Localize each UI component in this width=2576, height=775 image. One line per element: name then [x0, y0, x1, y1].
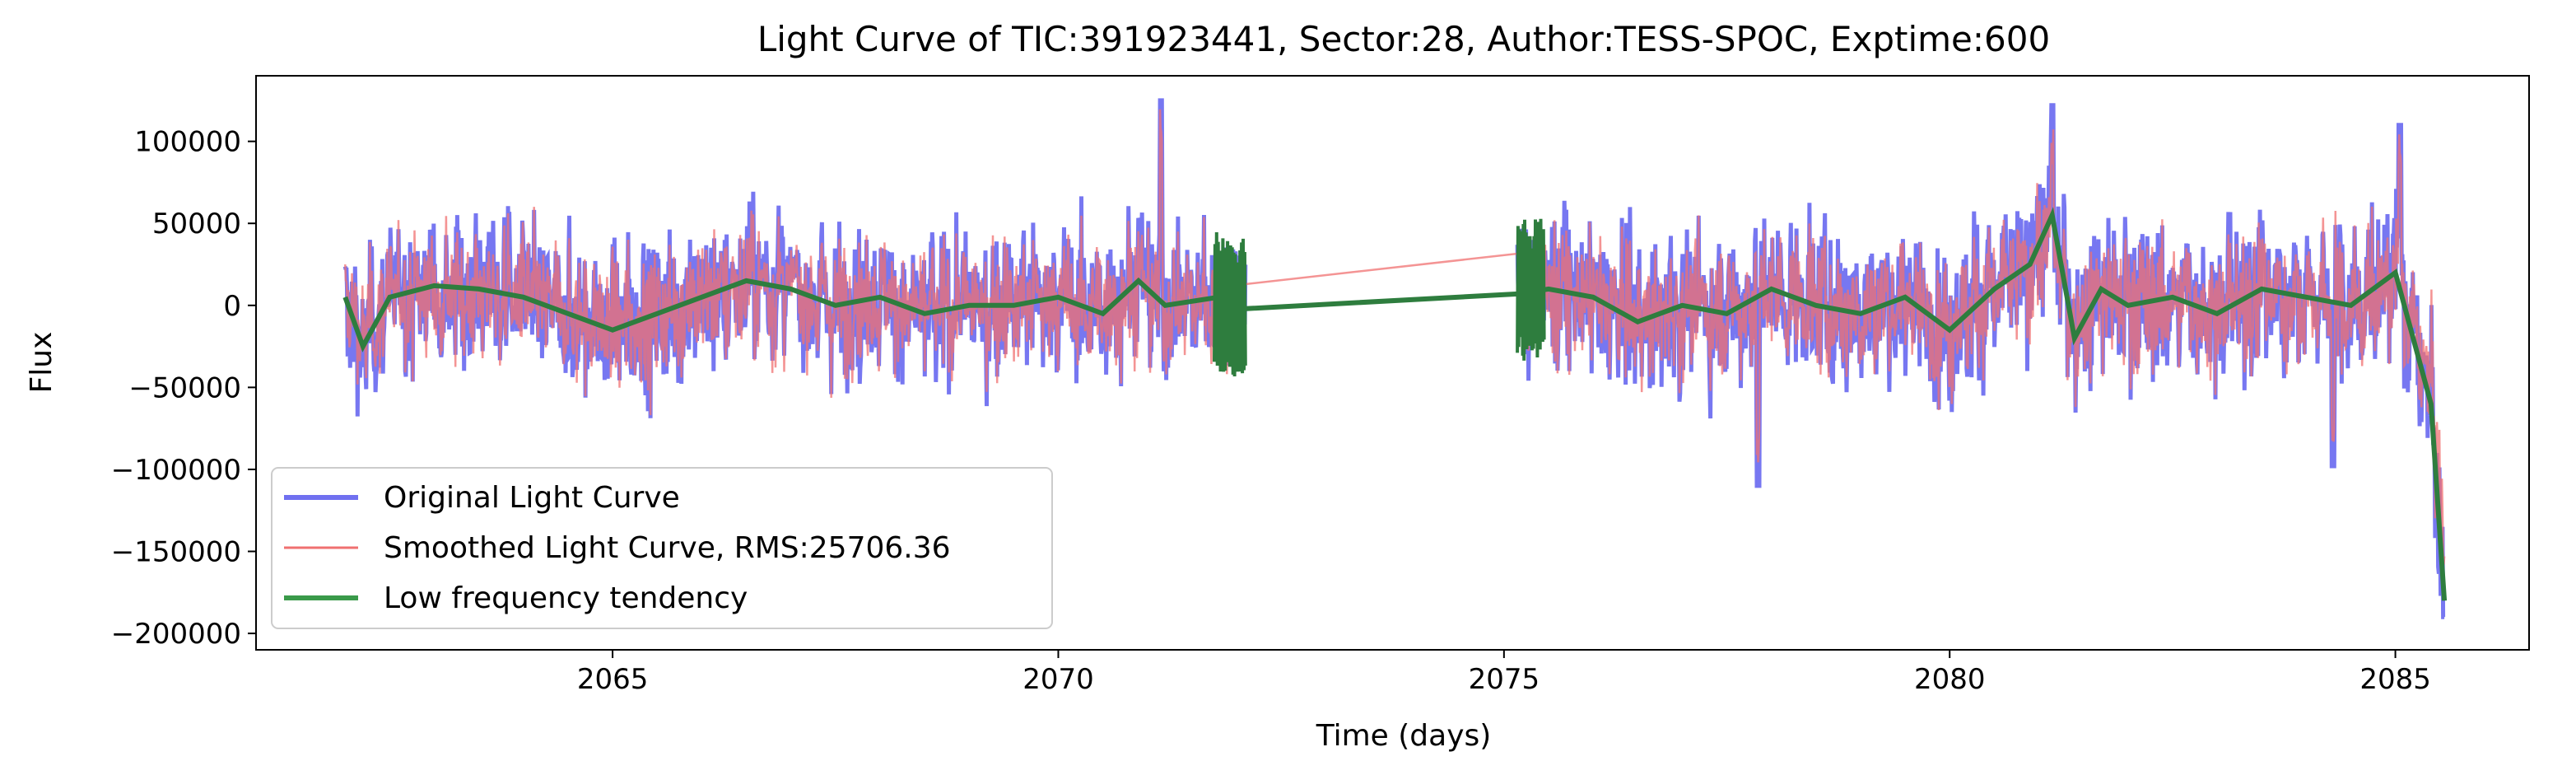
- y-axis-ticks: −200000 −150000 −100000 −50000 0 50000 100000: [111, 126, 256, 651]
- plot-area-frame: [255, 75, 2530, 651]
- y-tick-label: −200000: [111, 618, 241, 651]
- y-tick-label: −100000: [111, 454, 241, 487]
- data-layer: [342, 98, 2448, 619]
- legend: Original Light Curve Smoothed Light Curv…: [271, 467, 1053, 629]
- series-tendency-edge: [1516, 218, 1546, 361]
- legend-box: [271, 467, 1053, 629]
- y-tick-label: −50000: [128, 371, 241, 404]
- y-tick-label: −150000: [111, 536, 241, 569]
- x-tick-label: 2065: [577, 663, 649, 696]
- y-tick-label: 0: [223, 290, 241, 323]
- series-tendency-line: [342, 207, 2448, 601]
- x-tick-label: 2075: [1469, 663, 1540, 696]
- chart-title: Light Curve of TIC:391923441, Sector:28,…: [757, 19, 2050, 59]
- x-axis-label: Time (days): [1316, 719, 1492, 753]
- x-tick-label: 2080: [1914, 663, 1986, 696]
- x-tick-label: 2085: [2359, 663, 2431, 696]
- y-axis-label: Flux: [25, 332, 58, 394]
- series-original-line: [1515, 103, 2446, 619]
- legend-label-original: Original Light Curve: [384, 481, 680, 515]
- y-tick-label: 50000: [152, 208, 241, 240]
- x-axis-ticks: 2065 2070 2075 2080 2085: [577, 650, 2431, 696]
- legend-label-smoothed: Smoothed Light Curve, RMS:25706.36: [384, 531, 951, 565]
- series-tendency-edge: [1213, 231, 1247, 377]
- x-tick-label: 2070: [1022, 663, 1094, 696]
- y-tick-label: 100000: [134, 126, 241, 159]
- legend-label-tendency: Low frequency tendency: [384, 581, 748, 615]
